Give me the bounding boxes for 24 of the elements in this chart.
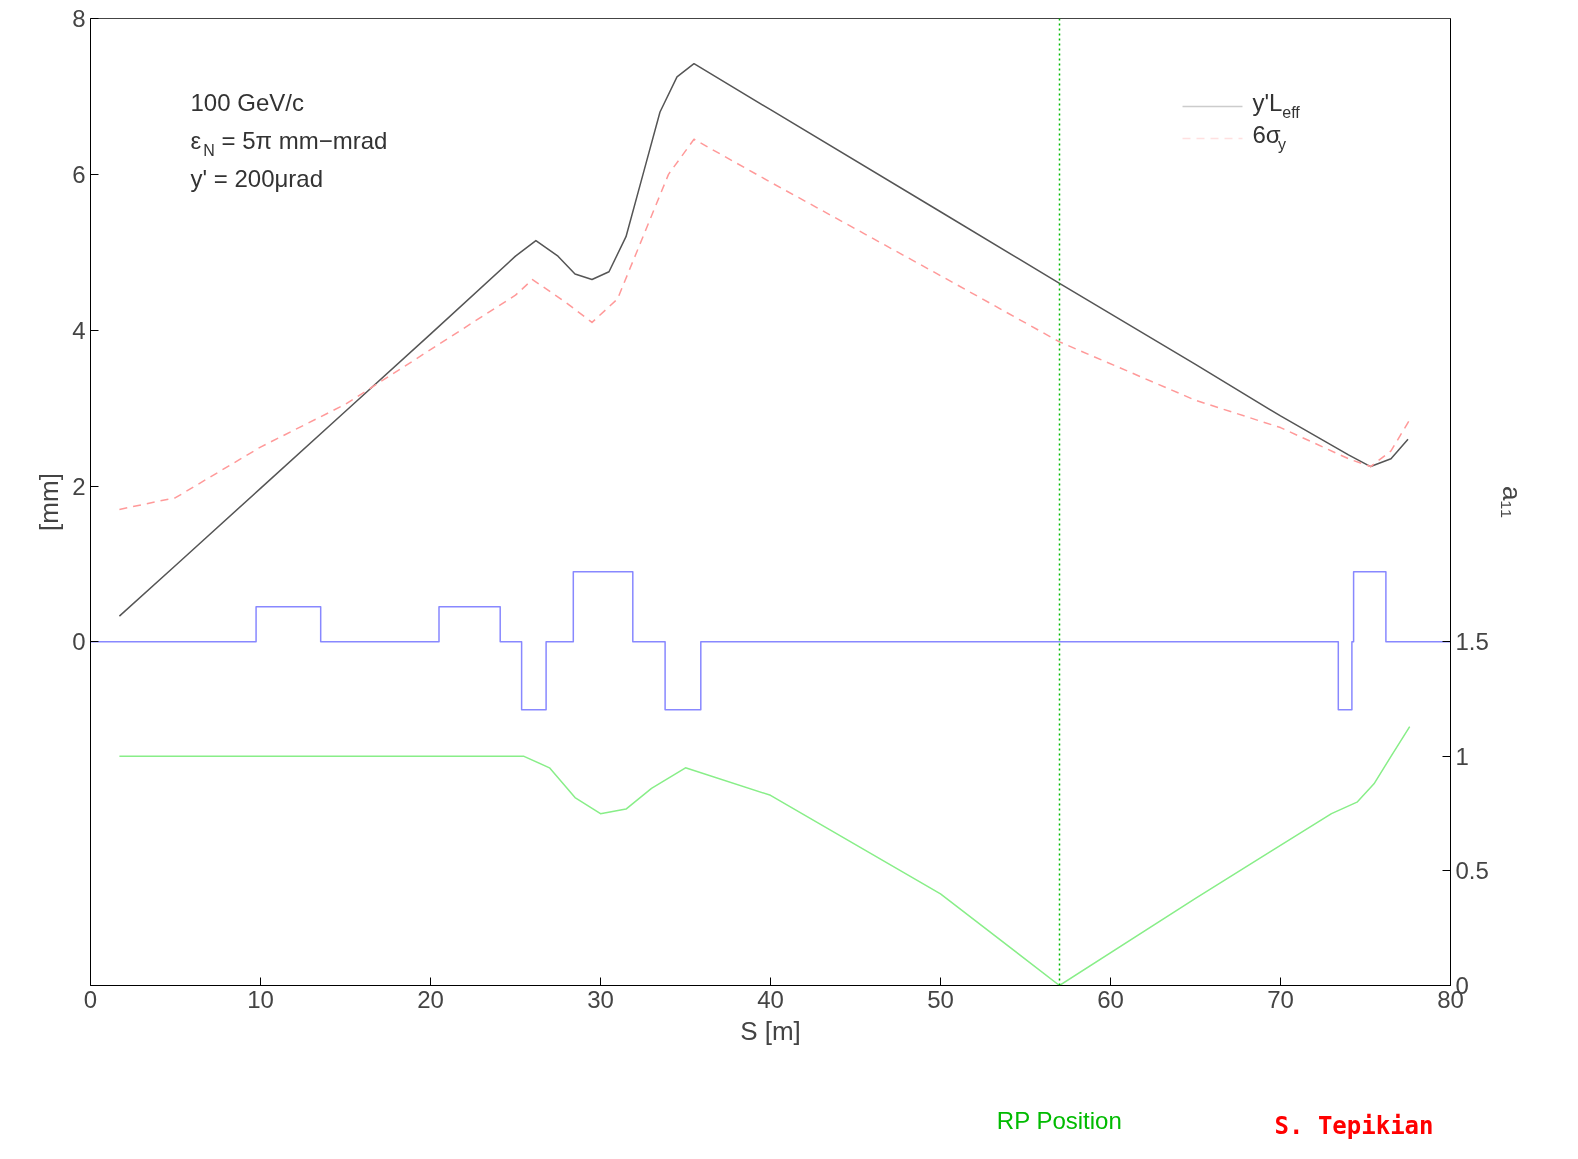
y-axis-title: [mm] (34, 473, 65, 531)
x-axis-title: S [m] (740, 1015, 801, 1046)
y2-axis-title: a₁₁ (1496, 486, 1527, 519)
annotation: y' = 200μrad (190, 164, 323, 192)
x-tick-label: 30 (587, 985, 614, 1013)
x-tick-label: 10 (247, 985, 274, 1013)
y-tick-label: 6 (72, 160, 86, 188)
annotation: 100 GeV/c (190, 88, 304, 116)
y2-tick-label: 0.5 (1455, 857, 1489, 885)
x-tick-label: 70 (1267, 985, 1294, 1013)
y2-tick-label: 1.5 (1455, 628, 1489, 656)
x-tick-label: 50 (927, 985, 954, 1013)
x-tick-label: 60 (1097, 985, 1124, 1013)
y-tick-label: 4 (72, 316, 86, 344)
text: S. Tepikian (1274, 1111, 1434, 1140)
line-series (118, 62, 1409, 617)
ref-line-label: RP Position (996, 1107, 1122, 1134)
x-tick-label: 20 (417, 985, 444, 1013)
y2-tick-label: 1 (1455, 742, 1469, 770)
y-tick-label: 2 (72, 472, 86, 500)
y-tick-label: 8 (72, 5, 86, 32)
y-tick-label: 0 (72, 628, 86, 656)
line-series (118, 725, 1411, 986)
x-tick-label: 40 (757, 985, 784, 1013)
